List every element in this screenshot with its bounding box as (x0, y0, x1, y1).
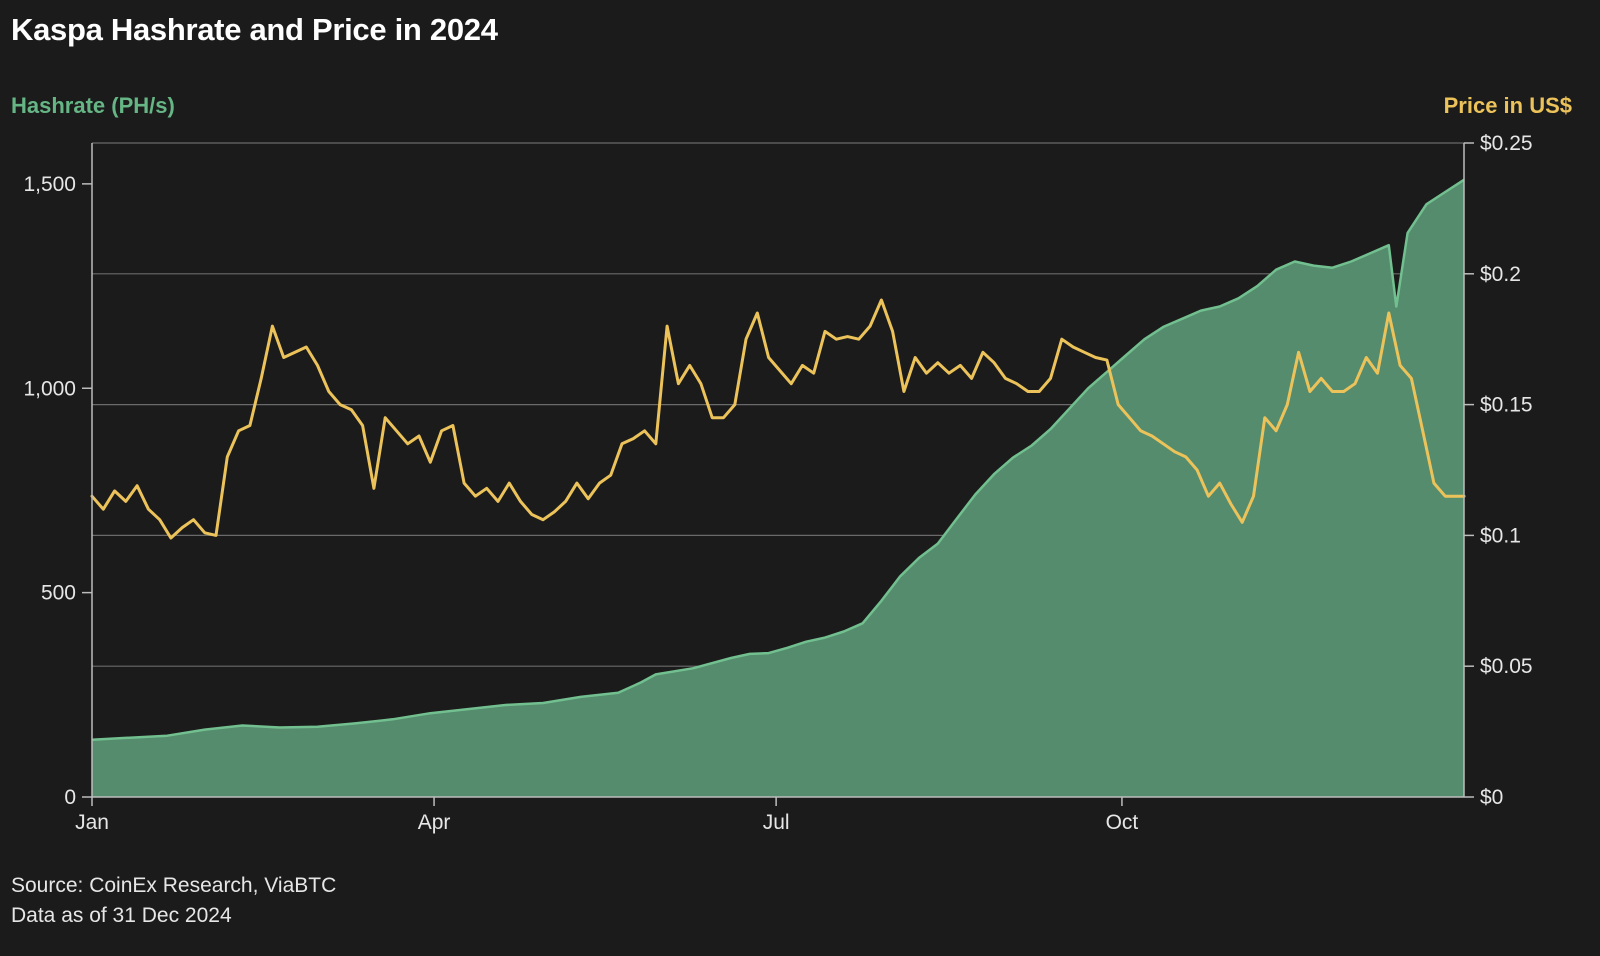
hashrate-line (91, 178, 1465, 742)
right-tick-label: $0.25 (1480, 132, 1533, 155)
chart-title: Kaspa Hashrate and Price in 2024 (11, 12, 498, 47)
left-axis-title: Hashrate (PH/s) (11, 93, 175, 118)
price-line (90, 298, 1466, 540)
left-tick-label: 0 (64, 786, 76, 809)
right-tick-label: $0 (1480, 786, 1503, 809)
right-tick-label: $0.15 (1480, 394, 1533, 417)
x-tick-label: Jan (75, 811, 109, 834)
left-tick-label: 1,500 (23, 173, 76, 196)
x-tick-label: Apr (418, 811, 451, 834)
source-note: Source: CoinEx Research, ViaBTC (11, 874, 337, 897)
right-tick-label: $0.1 (1480, 524, 1521, 547)
right-tick-label: $0.2 (1480, 263, 1521, 286)
left-tick-label: 500 (41, 582, 76, 605)
chart-footer: Source: CoinEx Research, ViaBTC Data as … (11, 871, 336, 931)
left-tick-label: 1,000 (23, 377, 76, 400)
data-date-note: Data as of 31 Dec 2024 (11, 904, 232, 927)
right-tick-label: $0.05 (1480, 655, 1533, 678)
right-axis-title: Price in US$ (1443, 93, 1572, 118)
x-tick-label: Jul (763, 811, 790, 834)
x-tick-label: Oct (1106, 811, 1139, 834)
hashrate-area (92, 179, 1464, 798)
